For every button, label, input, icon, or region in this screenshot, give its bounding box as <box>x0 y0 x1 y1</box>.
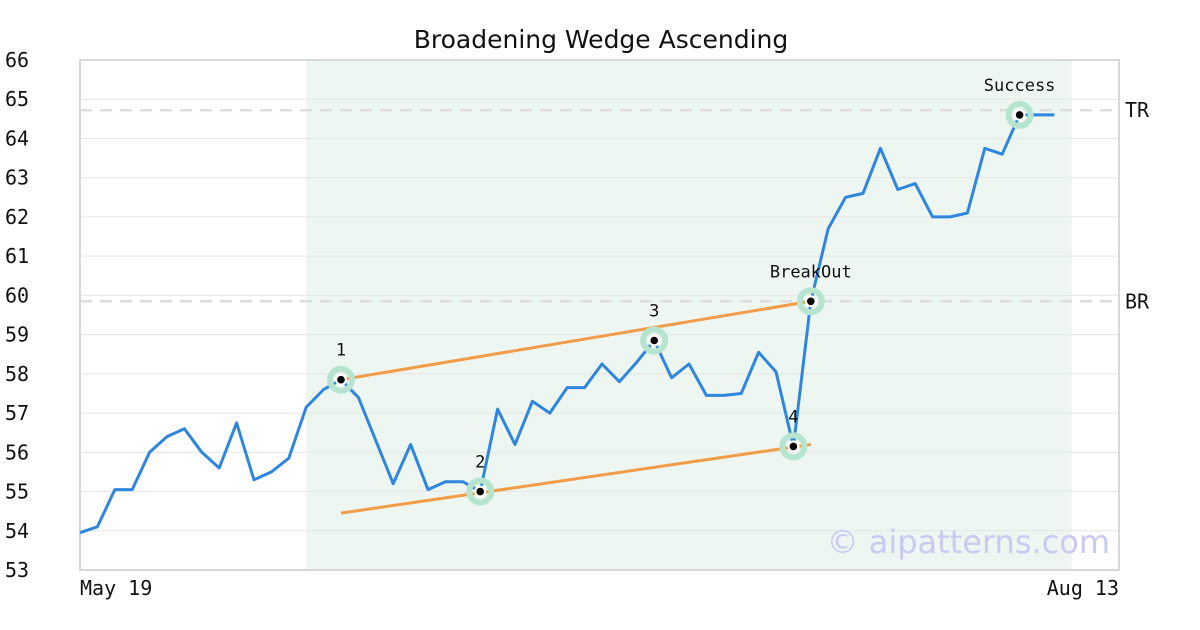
y-tick-label: 61 <box>5 244 29 268</box>
point-highlight <box>327 365 355 394</box>
y-tick-label: 62 <box>5 205 29 229</box>
x-tick-label: Aug 13 <box>1047 576 1119 600</box>
point-marker <box>807 297 815 306</box>
point-marker <box>650 336 658 345</box>
trendlines <box>340 299 812 515</box>
y-tick-label: 54 <box>5 519 29 543</box>
x-axis-ticks: May 19 Aug 13 <box>80 576 1119 600</box>
y-tick-label: 63 <box>5 166 29 190</box>
trendline <box>340 442 812 515</box>
pattern-region <box>306 60 1072 570</box>
point-label: Success <box>984 76 1056 96</box>
point-marker <box>337 375 345 384</box>
point-label: 3 <box>649 302 659 322</box>
point-highlight <box>1005 100 1034 129</box>
price-series-line <box>79 113 1055 535</box>
x-tick-label: May 19 <box>80 576 152 600</box>
y-tick-label: 60 <box>5 283 29 307</box>
point-highlight <box>779 432 808 461</box>
y-tick-label: 55 <box>5 480 29 504</box>
chart-title: Broadening Wedge Ascending <box>414 25 789 54</box>
point-marker <box>476 487 485 496</box>
level-lines: TR BR <box>80 98 1150 313</box>
y-tick-label: 65 <box>5 87 29 111</box>
point-marker <box>789 442 798 451</box>
y-tick-label: 58 <box>5 362 29 386</box>
plot-frame <box>79 59 1120 571</box>
point-label: BreakOut <box>770 262 852 282</box>
y-tick-label: 53 <box>5 558 29 582</box>
y-tick-label: 64 <box>5 126 29 150</box>
y-axis-ticks: 53 54 55 56 57 58 59 60 61 62 63 64 65 66 <box>5 48 29 582</box>
point-label: 4 <box>788 407 798 427</box>
y-tick-label: 66 <box>5 48 29 72</box>
y-tick-label: 57 <box>5 401 29 425</box>
level-label-tr: TR <box>1125 98 1150 122</box>
y-tick-label: 59 <box>5 323 29 347</box>
pattern-points: 1 2 3 4 BreakOut Success <box>327 76 1056 506</box>
watermark: © aipatterns.com <box>827 523 1110 561</box>
point-marker <box>1015 111 1024 119</box>
point-highlight <box>796 287 825 316</box>
point-label: 1 <box>336 341 346 361</box>
point-highlight <box>466 477 495 506</box>
trendline <box>340 299 812 382</box>
point-label: 2 <box>475 453 485 473</box>
point-highlight <box>640 326 669 355</box>
y-tick-label: 56 <box>5 440 29 464</box>
level-label-br: BR <box>1125 289 1150 313</box>
